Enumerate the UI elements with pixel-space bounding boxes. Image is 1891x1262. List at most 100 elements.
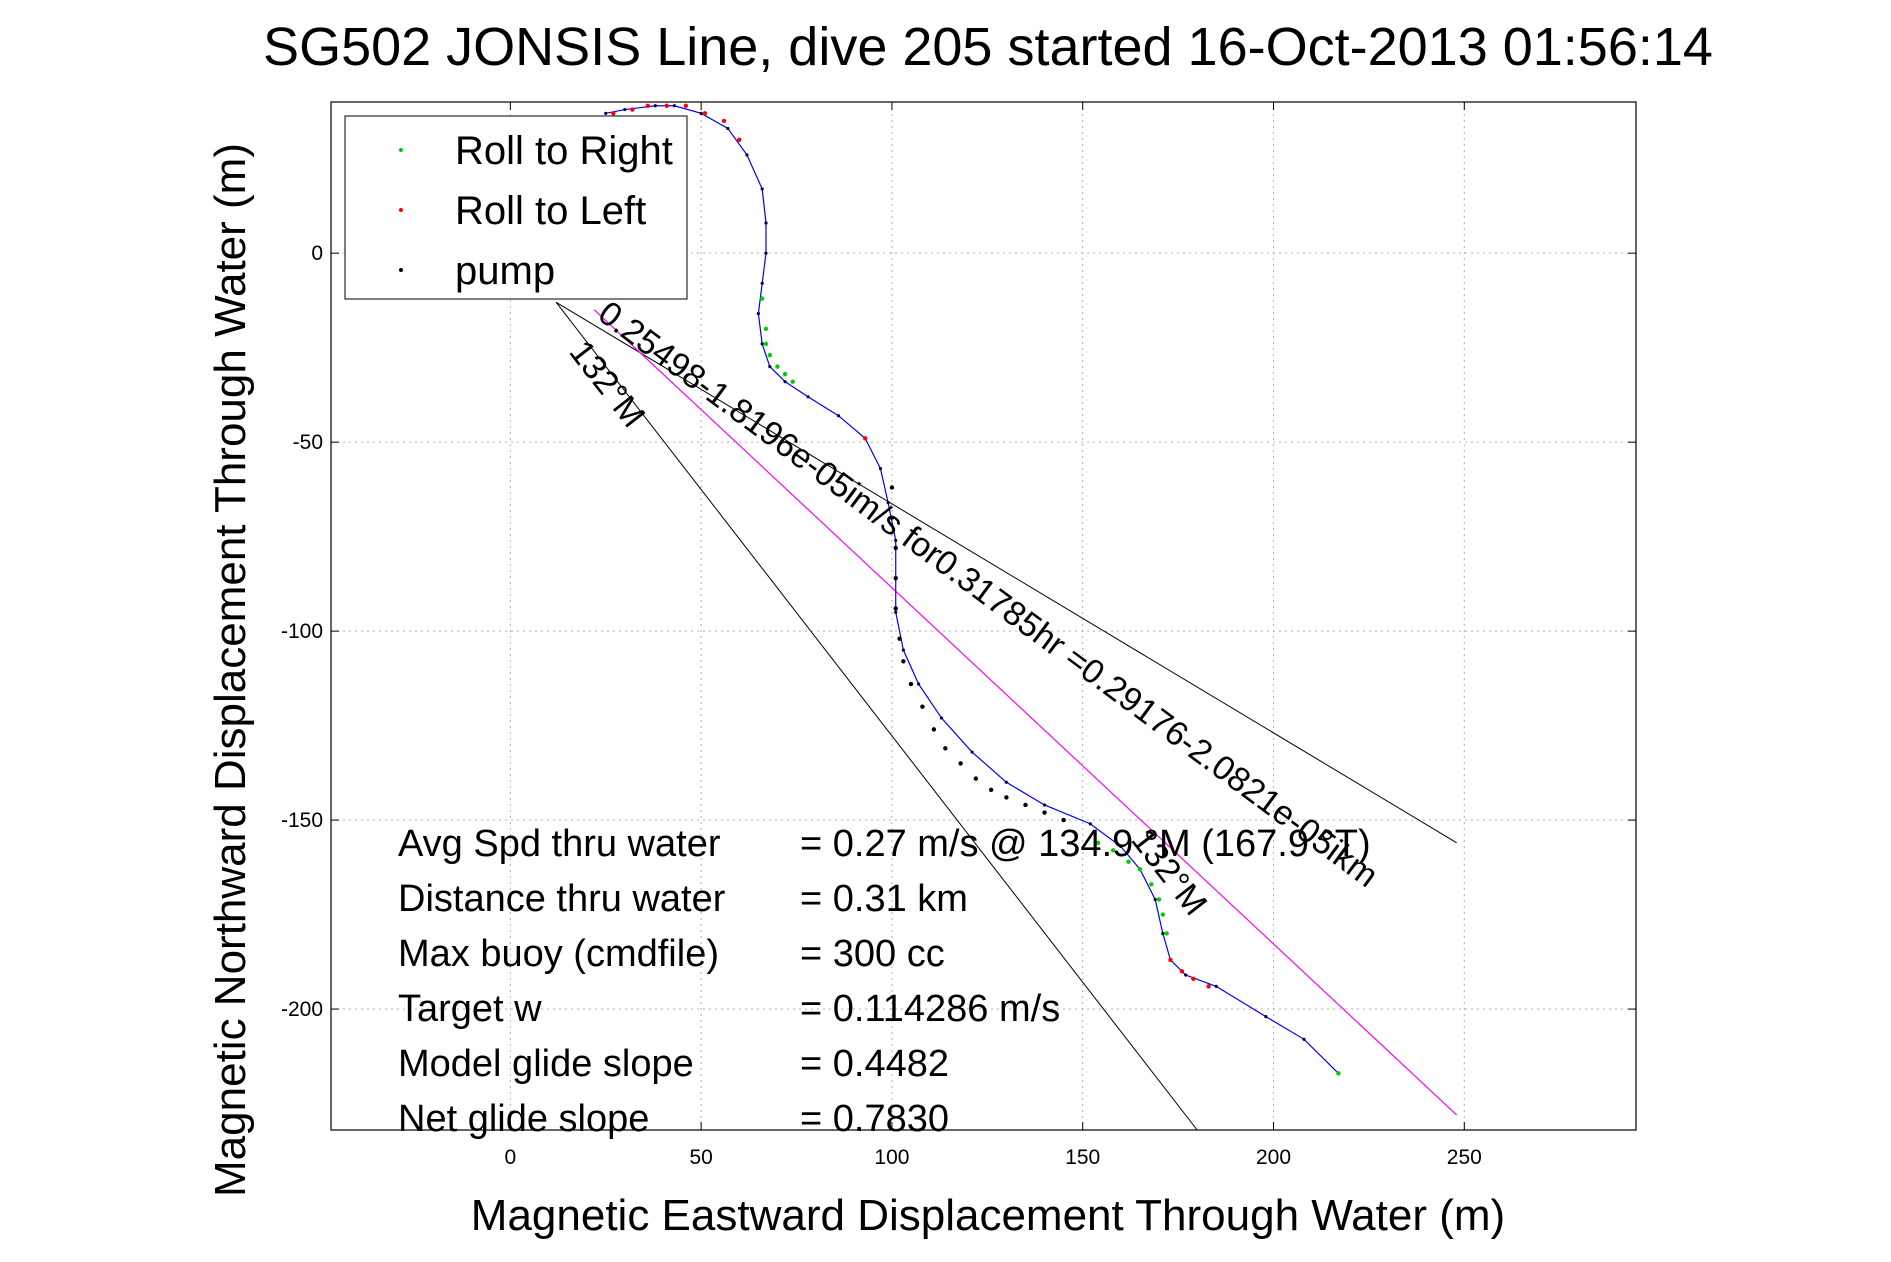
pump-point [1023, 802, 1028, 808]
stat-label: Avg Spd thru water [398, 823, 721, 865]
roll-left-point [1168, 957, 1173, 963]
x-tick-label: 200 [1256, 1146, 1291, 1169]
roll-right-point [1160, 912, 1166, 917]
chart-title: SG502 JONSIS Line, dive 205 started 16-O… [263, 17, 1713, 77]
y-tick-label: -150 [281, 809, 323, 832]
roll-left-point [721, 118, 727, 124]
plot-lines [555, 105, 1458, 1131]
track-point [1119, 844, 1123, 849]
track-point [764, 251, 768, 255]
pump-point [893, 576, 898, 581]
roll-right-point [1111, 848, 1116, 853]
track-point [836, 414, 841, 418]
track-point [1214, 984, 1218, 988]
legend-label: pump [455, 249, 555, 293]
roll-left-point [737, 137, 742, 142]
track-point [672, 104, 677, 108]
y-tick-label: 0 [311, 242, 323, 265]
pump-point [958, 761, 963, 766]
track-point [756, 312, 760, 316]
y-tick-label: -50 [293, 431, 323, 454]
track-point [783, 380, 787, 384]
markers [604, 103, 1341, 1076]
roll-right-point [759, 296, 765, 301]
track-line [605, 105, 1339, 1074]
track-point [1153, 897, 1157, 902]
track-point [1184, 973, 1188, 977]
pump-point [988, 787, 994, 793]
legend-marker [399, 268, 403, 272]
roll-left-point [1206, 984, 1211, 989]
roll-right-point [1156, 897, 1162, 902]
stat-label: Max buoy (cmdfile) [398, 933, 719, 975]
pump-point [1061, 817, 1066, 823]
stat-value: = 300 cc [800, 933, 945, 975]
stat-value: = 0.31 km [800, 878, 968, 920]
stat-label: Net glide slope [398, 1098, 649, 1140]
track-point [1004, 780, 1008, 784]
fit-line [593, 309, 1458, 1116]
roll-right-point [1126, 859, 1131, 864]
heading-line [555, 302, 1198, 1131]
x-tick-label: 150 [1065, 1146, 1100, 1169]
track-point [1264, 1015, 1268, 1019]
stat-value: = 0.27 m/s @ 134.9 °M (167.9 °T) [800, 823, 1371, 865]
roll-left-point [702, 111, 708, 116]
x-tick-label: 50 [689, 1146, 712, 1169]
x-tick-label: 250 [1447, 1146, 1482, 1169]
pump-point [897, 636, 902, 641]
track-point [970, 750, 974, 754]
roll-right-point [1164, 931, 1169, 936]
pump-point [1042, 810, 1047, 815]
track-point [604, 111, 608, 115]
roll-right-point [782, 371, 788, 377]
pump-point [931, 727, 937, 732]
track-point [623, 107, 627, 112]
stat-value: = 0.114286 m/s [800, 988, 1060, 1030]
stat-value: = 0.4482 [800, 1043, 949, 1085]
roll-left-point [645, 103, 650, 108]
roll-right-point [1137, 867, 1143, 872]
track-point [917, 682, 921, 686]
x-tick-label: 0 [504, 1146, 516, 1169]
track-point [939, 716, 944, 720]
track-point [1161, 931, 1165, 936]
pump-point [1004, 795, 1009, 800]
roll-left-point [611, 111, 616, 116]
track-point [1042, 803, 1047, 807]
roll-left-point [630, 107, 635, 112]
track-point [699, 111, 703, 115]
roll-right-point [1336, 1071, 1341, 1076]
heading-line [555, 301, 1457, 844]
stat-label: Distance thru water [398, 878, 726, 920]
legend-marker [399, 208, 403, 212]
axis-ticks: 0 50 100 150 200 250 0 -50 -100 -150 -200 [281, 102, 1636, 1169]
legend: Roll to Right Roll to Left pump [344, 115, 688, 300]
stat-value: = 0.7830 [800, 1098, 949, 1140]
roll-right-point [790, 379, 795, 384]
track-point [1302, 1037, 1306, 1041]
stats-panel: Avg Spd thru water = 0.27 m/s @ 134.9 °M … [398, 823, 1371, 1140]
track-point [764, 221, 768, 225]
track-point [653, 104, 657, 108]
x-tick-label: 100 [874, 1146, 909, 1169]
roll-left-point [1179, 969, 1185, 974]
roll-right-point [1095, 840, 1101, 845]
track-point [745, 153, 749, 157]
roll-right-point [767, 353, 773, 358]
roll-left-point [1191, 976, 1196, 982]
track-point [806, 395, 810, 399]
track-point [768, 364, 772, 369]
pump-point [973, 776, 979, 781]
y-axis-label: Magnetic Northward Displacement Through … [206, 143, 255, 1197]
legend-label: Roll to Right [455, 129, 673, 173]
pump-point [920, 704, 925, 709]
roll-left-point [863, 436, 868, 441]
track-point [901, 648, 905, 652]
pump-point [908, 681, 914, 687]
legend-label: Roll to Left [455, 189, 646, 233]
pump-point [943, 746, 948, 751]
y-tick-label: -200 [281, 998, 323, 1021]
